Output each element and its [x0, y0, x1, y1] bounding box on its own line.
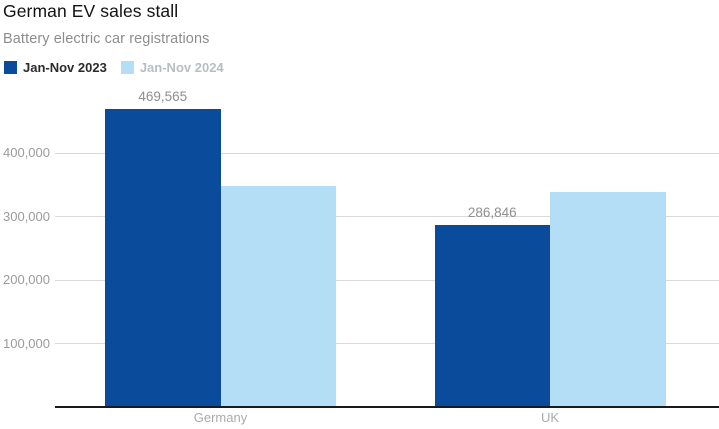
- gridline-200000: [55, 279, 719, 281]
- bar-uk-jan-nov-2024: [550, 191, 666, 407]
- category-label-germany: Germany: [193, 410, 248, 425]
- category-label-uk: UK: [540, 410, 560, 425]
- gridline-300000: [55, 216, 719, 217]
- bar-germany-jan-nov-2024: [220, 186, 336, 407]
- legend-item-2024: Jan-Nov 2024: [120, 60, 224, 75]
- ytick-label-300000: 300,000: [3, 208, 50, 224]
- legend: Jan-Nov 2023 Jan-Nov 2024: [4, 61, 224, 74]
- bar-uk-jan-nov-2023: [434, 224, 550, 407]
- bar-germany-jan-nov-2023: [105, 108, 221, 407]
- gridline-400000: [55, 152, 719, 154]
- chart-subtitle: Battery electric car registrations: [3, 31, 210, 47]
- legend-swatch-2024-icon: [120, 61, 134, 74]
- legend-item-2023: Jan-Nov 2023: [4, 61, 107, 74]
- legend-label-2024: Jan-Nov 2024: [139, 60, 224, 75]
- bar-value-label-germany: 469,565: [138, 88, 188, 104]
- gridline-100000: [55, 343, 719, 344]
- legend-swatch-2023-icon: [4, 61, 17, 74]
- ytick-label-100000: 100,000: [3, 335, 50, 351]
- ytick-label-200000: 200,000: [3, 272, 50, 287]
- bar-value-label-uk: 286,846: [467, 204, 517, 220]
- legend-label-2023: Jan-Nov 2023: [23, 60, 107, 75]
- ytick-label-400000: 400,000: [3, 145, 50, 160]
- chart-title: German EV sales stall: [3, 1, 179, 21]
- x-axis-line: [55, 406, 719, 408]
